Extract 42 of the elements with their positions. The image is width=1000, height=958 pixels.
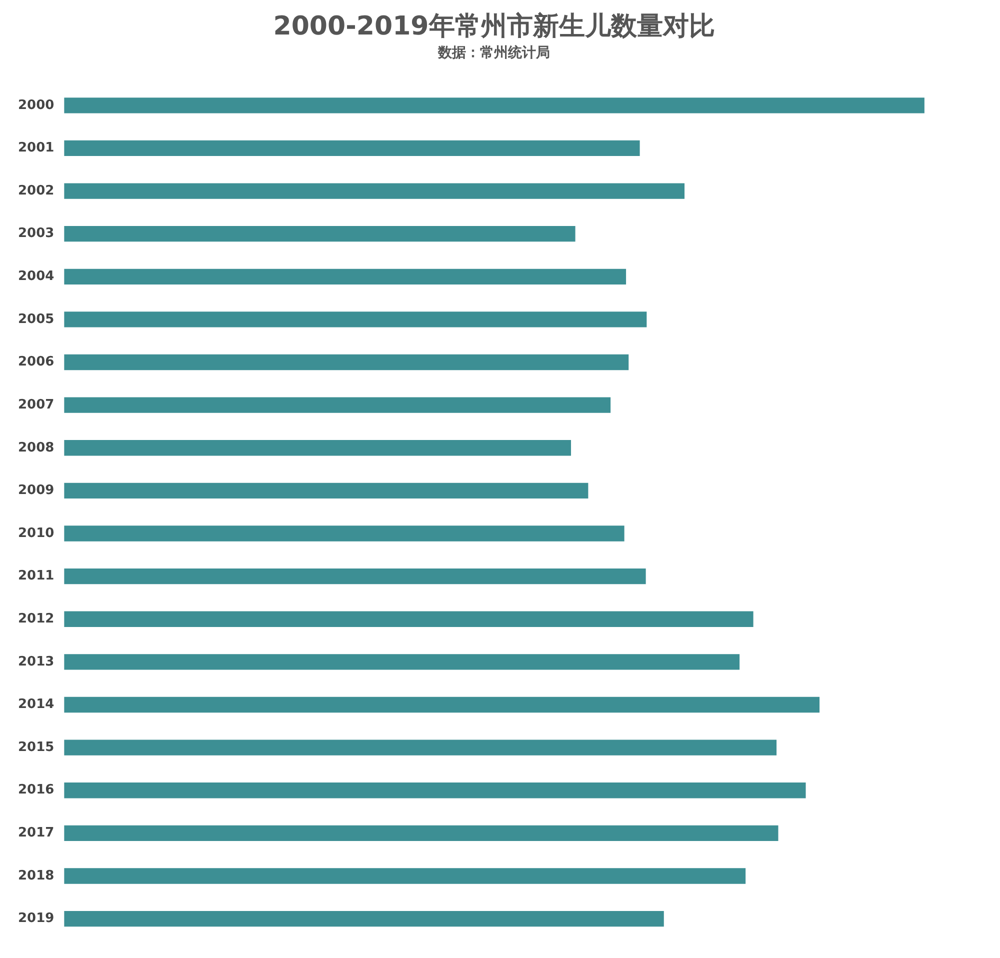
bar: [64, 312, 647, 328]
bar: [64, 482, 588, 499]
bar: [64, 825, 778, 842]
bar: [64, 526, 624, 542]
bar: [64, 782, 806, 798]
bar: [64, 354, 629, 370]
y-tick-label: 2015: [18, 740, 54, 755]
y-tick-label: 2003: [18, 226, 54, 242]
y-tick-label: 2016: [18, 782, 54, 798]
y-tick-label: 2000: [18, 98, 54, 113]
bar: [64, 98, 924, 114]
chart-subtitle: 数据：常州统计局: [437, 44, 550, 62]
bar: [64, 440, 572, 456]
bar: [64, 740, 777, 756]
bar: [64, 140, 640, 156]
y-tick-label: 2001: [18, 140, 54, 156]
chart-title: 2000-2019年常州市新生儿数量对比: [273, 11, 715, 42]
y-tick-label: 2012: [18, 612, 54, 626]
y-tick-label: 2002: [18, 183, 54, 198]
bar: [64, 910, 664, 927]
y-tick-label: 2008: [18, 440, 54, 456]
y-tick-label: 2005: [18, 312, 54, 327]
bar: [64, 183, 685, 199]
y-tick-label: 2004: [18, 269, 54, 284]
y-tick-label: 2006: [18, 354, 54, 370]
bar: [64, 568, 646, 584]
bar: [64, 226, 576, 242]
y-tick-label: 2018: [18, 868, 54, 884]
bar: [64, 611, 754, 627]
bar: [64, 397, 611, 413]
y-tick-label: 2009: [18, 483, 54, 498]
y-tick-label: 2019: [18, 911, 54, 926]
y-tick-label: 2013: [18, 654, 54, 670]
bar: [64, 696, 820, 713]
y-tick-label: 2007: [18, 397, 54, 412]
y-tick-label: 2017: [18, 826, 54, 841]
y-tick-label: 2014: [18, 697, 54, 712]
bar: [64, 868, 746, 884]
y-tick-label: 2011: [18, 568, 54, 584]
y-tick-label: 2010: [18, 526, 54, 541]
bar: [64, 654, 740, 670]
bar: [64, 268, 626, 284]
